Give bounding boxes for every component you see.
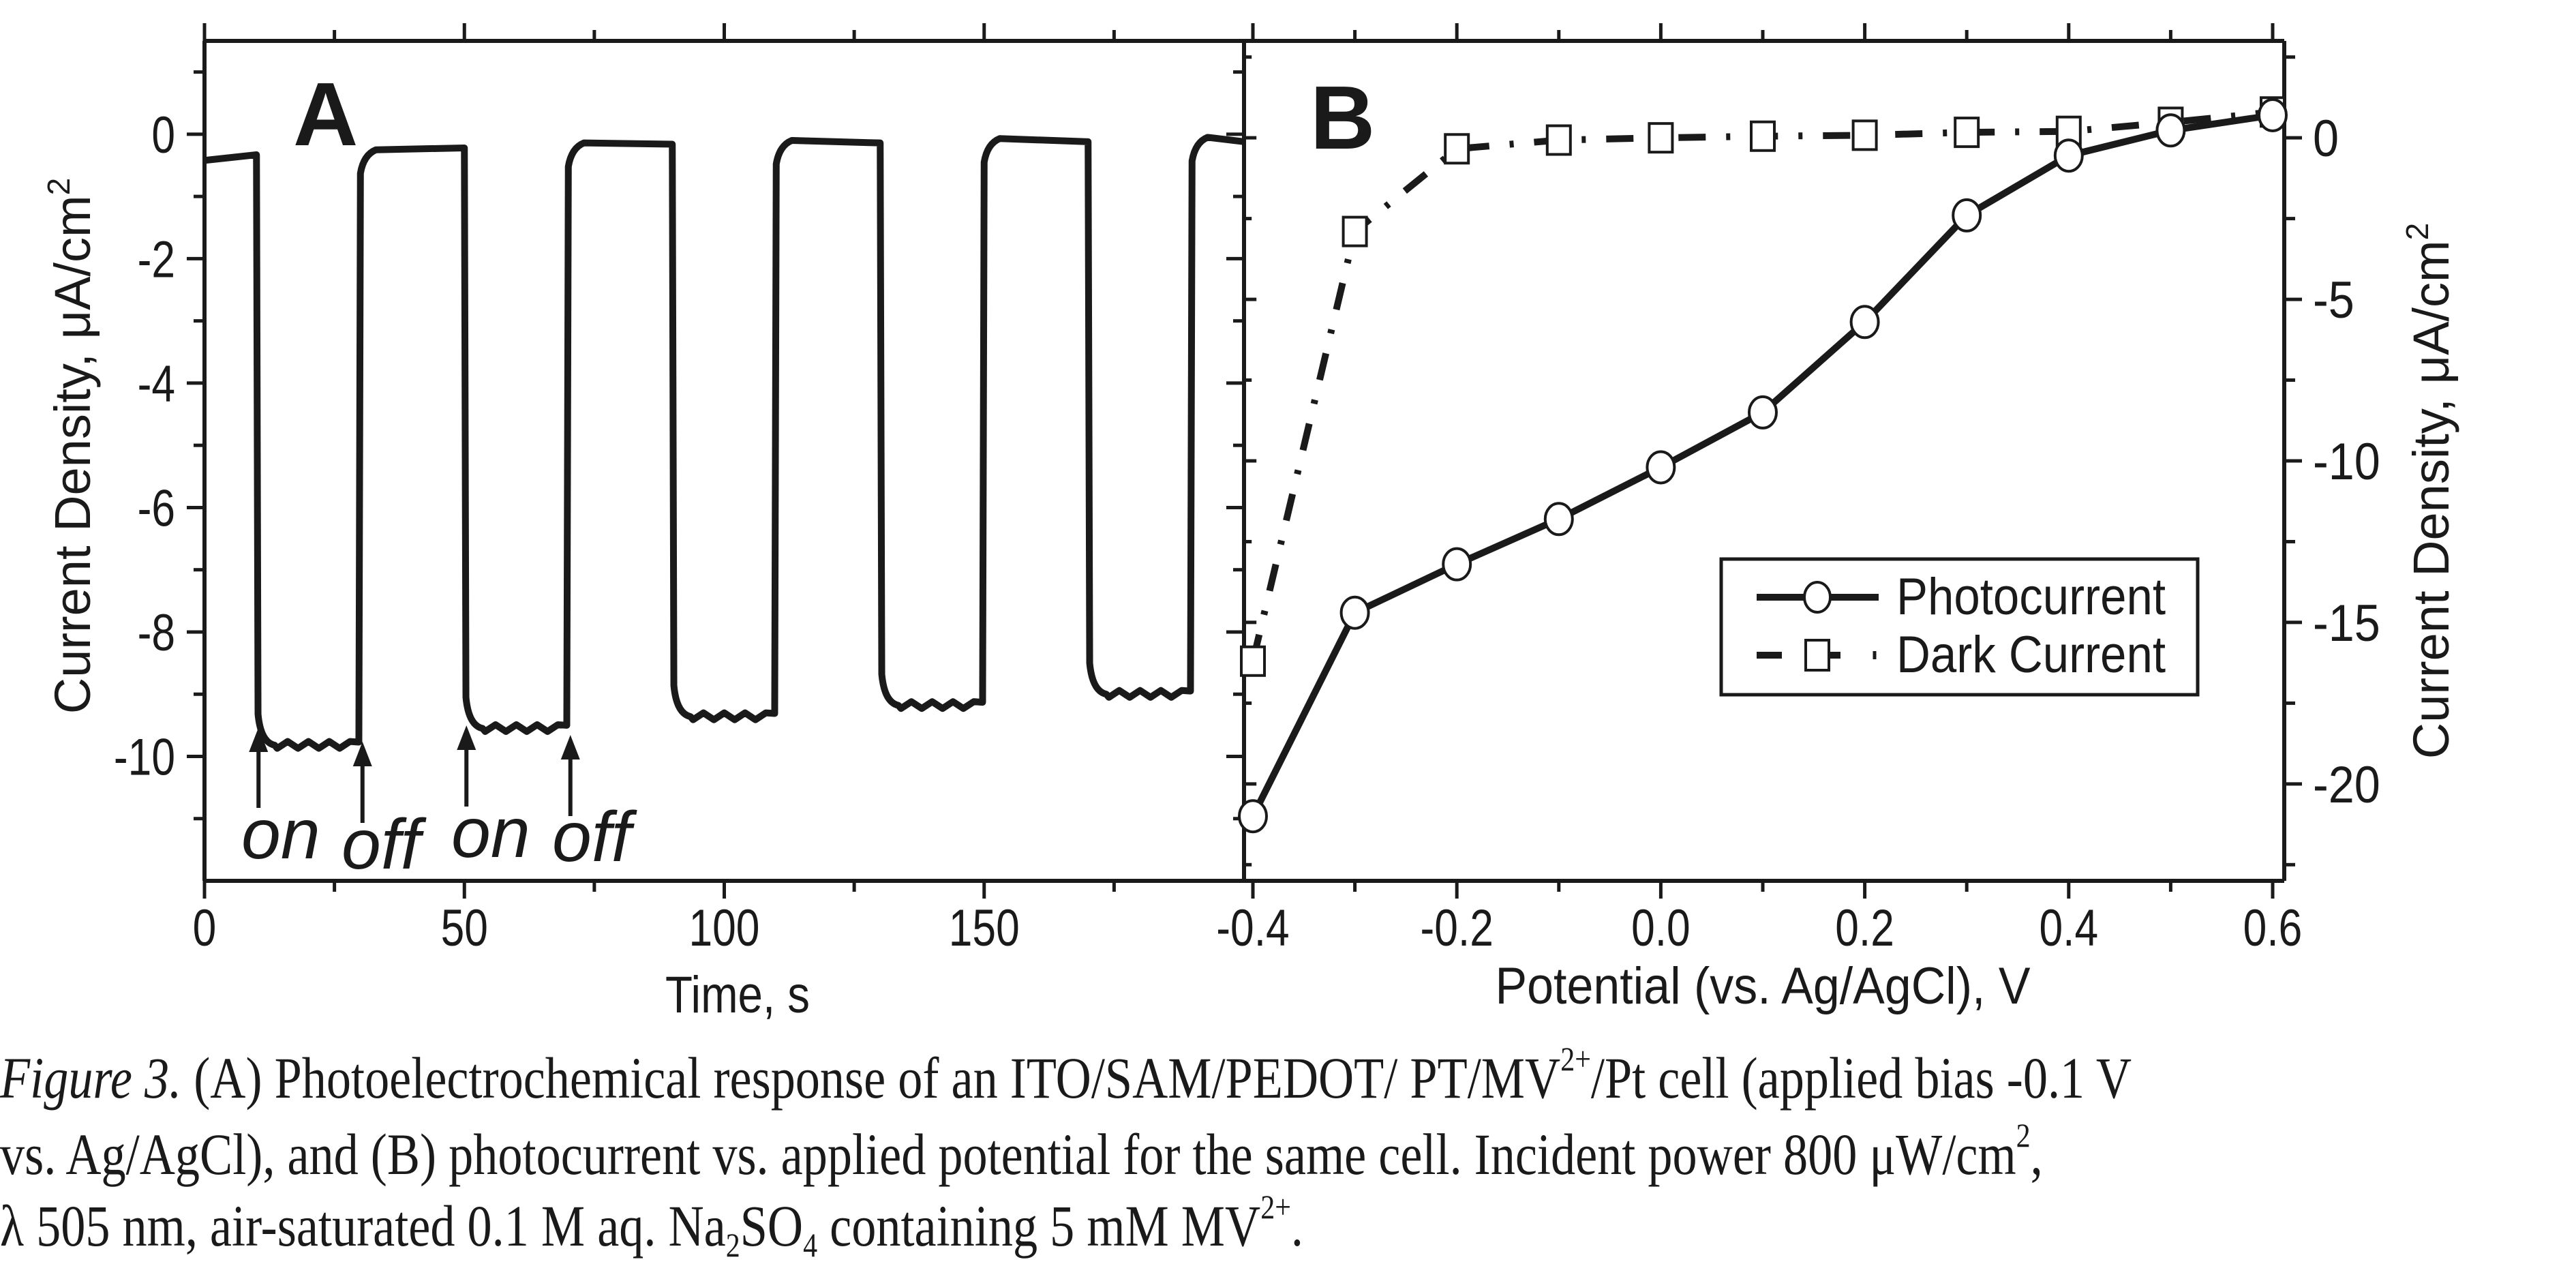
panel-a-x-tick-label: 150	[949, 899, 1020, 957]
caption-line3-c: containing 5 mM MV	[817, 1193, 1261, 1259]
dark-current-point	[1851, 119, 1878, 151]
caption-line1-a: (A) Photoelectrochemical response of an …	[181, 1045, 1561, 1111]
series-line-photocurrent	[1249, 112, 2273, 818]
figure-caption-line-1: Figure 3. (A) Photoelectrochemical respo…	[0, 1042, 2132, 1112]
arrow-head-icon	[249, 727, 269, 752]
panel-a-label: A	[293, 64, 358, 164]
caption-line2-a: vs. Ag/AgCl), and (B) photocurrent vs. a…	[0, 1122, 2016, 1187]
photocurrent-point	[1339, 595, 1370, 630]
caption-line3-a: λ 505 nm, air-saturated 0.1 M aq. Na	[0, 1193, 726, 1259]
panel-b-y-tick-label: -20	[2313, 757, 2380, 814]
legend-entry-photocurrent: Photocurrent	[1757, 568, 2166, 626]
panel-a-x-tick-label: 100	[689, 899, 760, 957]
panel-a-y-axis-title: Current Density, μA/cm2	[41, 178, 101, 714]
caption-line3-sub2: 4	[803, 1226, 818, 1264]
photocurrent-point	[2155, 113, 2186, 148]
dark-current-point	[1954, 117, 1980, 149]
panel-a-x-tick-label: 50	[441, 899, 488, 957]
legend-label-photocurrent: Photocurrent	[1896, 568, 2166, 626]
caption-line3-sup: 2+	[1260, 1188, 1291, 1226]
photocurrent-point	[1543, 502, 1574, 537]
panel-b-x-tick-label: 0.2	[1835, 899, 1894, 957]
figure-caption-line-3: λ 505 nm, air-saturated 0.1 M aq. Na2SO4…	[0, 1190, 1303, 1262]
photocurrent-point	[2258, 97, 2288, 132]
panel-a-y-tick-label: -2	[138, 230, 175, 288]
panel-b-x-tick-label: 0.6	[2243, 899, 2303, 957]
caption-line2-b: ,	[2030, 1122, 2043, 1187]
photocurrent-point	[1238, 799, 1268, 834]
panel-b-series-group	[1238, 96, 2288, 834]
panel-b-label: B	[1310, 67, 1375, 168]
dark-current-point	[1444, 133, 1470, 165]
panel-b-y-axis-title-sup: 2	[2399, 223, 2435, 241]
annotation-off-label: off	[552, 798, 637, 877]
legend-label-dark-current: Dark Current	[1896, 626, 2166, 684]
legend-box	[1719, 557, 2200, 697]
panel-a-y-tick-label: -6	[138, 479, 175, 537]
annotation-on-label: on	[451, 794, 530, 873]
dark-current-point	[1240, 645, 1266, 677]
dark-current-point	[1342, 215, 1368, 247]
panel-a-y-tick-label: 0	[151, 106, 175, 164]
panel-b-y-axis-title-text: Current Density, μA/cm	[2403, 240, 2459, 759]
panel-a-y-axis-title-text: Current Density, μA/cm	[44, 195, 101, 714]
panel-b-y-axis-title: Current Density, μA/cm2	[2399, 223, 2459, 759]
figure-caption-line-2: vs. Ag/AgCl), and (B) photocurrent vs. a…	[0, 1118, 2043, 1188]
panel-a-x-axis-title: Time, s	[665, 966, 810, 1024]
panel-a-y-tick-label: -4	[138, 355, 175, 412]
arrow-head-icon	[352, 742, 372, 766]
caption-line1-sup: 2+	[1560, 1040, 1591, 1078]
panel-b-y-tick-label: 0	[2313, 110, 2339, 168]
caption-line3-b: SO	[740, 1193, 804, 1259]
panel-a-trace-group	[204, 134, 1245, 752]
legend-square-marker	[1804, 639, 1830, 672]
panel-b-y-tick-label: -15	[2313, 595, 2380, 652]
panel-b-y-tick-label: -10	[2313, 434, 2380, 491]
photocurrent-point	[1849, 305, 1880, 340]
caption-line3-sub1: 2	[725, 1226, 740, 1264]
panel-a-y-tick-label: -10	[114, 728, 175, 786]
panel-b-axes: -0.4 -0.2 0.0 0.2 0.4 0.6 0 -5 -10 -15 -20	[1216, 23, 2380, 957]
photocurrent-point	[1442, 547, 1472, 582]
photocurrent-point	[1952, 198, 1982, 232]
legend-entry-dark-current: Dark Current	[1757, 626, 2166, 684]
panel-b-x-tick-label: 0.4	[2039, 899, 2098, 957]
photocurrent-point	[1646, 450, 1676, 485]
photocurrent-point	[2053, 138, 2084, 173]
panel-a-annotations: on off on off	[241, 725, 637, 884]
legend-circle-marker	[1803, 581, 1832, 614]
panel-a-axes: 0 50 100 150 0 -2 -4 -6 -8 -10	[114, 23, 1244, 957]
dark-current-point	[1545, 124, 1572, 156]
dark-current-point	[1648, 122, 1674, 154]
annotation-on-label: on	[241, 795, 320, 874]
panel-b-x-tick-label: -0.2	[1421, 899, 1494, 957]
annotation-off-label: off	[342, 805, 427, 884]
caption-line1-b: /Pt cell (applied bias -0.1 V	[1590, 1045, 2132, 1111]
panel-b-x-tick-label: 0.0	[1631, 899, 1691, 957]
panel-a-x-tick-label: 0	[193, 899, 217, 957]
panel-b-y-tick-label: -5	[2313, 272, 2354, 329]
caption-figure-label: Figure 3.	[0, 1045, 182, 1111]
panel-b-x-axis-title: Potential (vs. Ag/AgCl), V	[1496, 957, 2031, 1015]
panel-b: -0.4 -0.2 0.0 0.2 0.4 0.6 0 -5 -10 -15 -20 B Poten…	[1216, 23, 2459, 1015]
caption-line2-sup: 2	[2016, 1116, 2031, 1154]
arrow-head-icon	[560, 735, 580, 759]
photocurrent-point	[1748, 395, 1778, 430]
panel-b-x-tick-label: -0.4	[1216, 899, 1289, 957]
panel-a-trace	[204, 134, 1245, 752]
legend: Photocurrent Dark Current	[1719, 557, 2200, 697]
panel-a-y-axis-title-sup: 2	[41, 178, 76, 196]
arrow-head-icon	[457, 725, 476, 750]
dark-current-point	[1750, 120, 1776, 152]
panel-a-y-tick-label: -8	[138, 603, 175, 661]
caption-line3-d: .	[1290, 1193, 1303, 1259]
